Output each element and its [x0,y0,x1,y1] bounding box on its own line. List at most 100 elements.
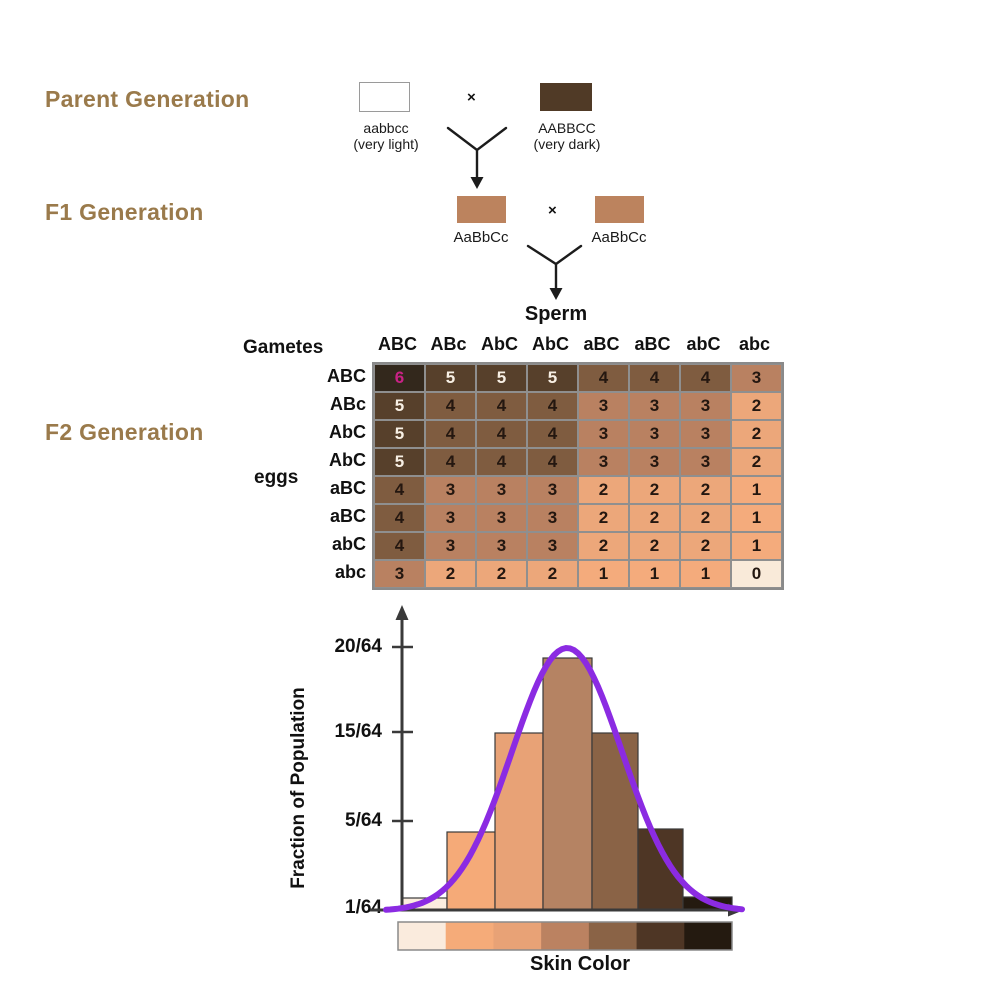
y-tick-label: 1/64 [345,897,382,918]
column-header: AbC [481,334,518,354]
punnett-cell: 3 [680,448,731,476]
punnett-cell: 3 [425,504,476,532]
x-axis-title: Skin Color [529,953,630,975]
punnett-cell: 2 [425,560,476,588]
punnett-cell: 4 [476,420,527,448]
punnett-cell: 3 [680,392,731,420]
column-header: aBC [583,334,620,354]
punnett-cell: 2 [731,392,782,420]
punnett-cell: 1 [731,504,782,532]
skin-color-swatch [398,922,447,950]
f1-generation-label: F1 Generation [45,199,204,225]
skin-color-swatch [636,922,685,950]
punnett-cell: 4 [680,364,731,392]
parent-cross-arrow [446,126,508,182]
y-axis-arrowhead-icon [395,605,409,620]
punnett-cell: 5 [374,420,425,448]
parent-light-caption: aabbcc (very light) [327,120,445,152]
punnett-cell: 2 [578,504,629,532]
punnett-cell: 6 [374,364,425,392]
row-header: aBC [329,478,366,498]
row-header: AbC [329,450,366,470]
punnett-cell: 2 [629,532,680,560]
punnett-cell: 2 [578,532,629,560]
punnett-cell: 1 [731,532,782,560]
row-header: aBC [329,506,366,526]
column-header: abc [738,334,771,354]
parent-dark-phenotype: (very dark) [533,136,601,152]
bar-20-64ths [542,657,593,911]
punnett-cell: 3 [578,448,629,476]
bar-1-64ths [682,896,733,911]
punnett-cell: 3 [629,392,680,420]
parent-arrowhead-icon [470,177,484,189]
f2-generation-label: F2 Generation [45,419,204,445]
punnett-cell: 2 [680,532,731,560]
f1-left-swatch [457,196,506,223]
punnett-cell: 4 [527,420,578,448]
punnett-cell: 4 [527,392,578,420]
histogram-bars [401,657,733,911]
y-axis-title: Fraction of Population [288,687,309,889]
row-header: ABC [327,366,366,386]
sperm-label: Sperm [524,303,588,325]
parent-generation-label: Parent Generation [45,86,250,112]
punnett-cell: 3 [476,504,527,532]
punnett-cell: 1 [629,560,680,588]
punnett-cell: 4 [374,504,425,532]
punnett-cell: 3 [527,476,578,504]
punnett-cell: 4 [425,420,476,448]
punnett-row-labels: ABC ABc AbC AbC aBC aBC abC abc [250,362,366,586]
f1-cross-arrow [526,244,583,293]
column-header: ABC [378,334,417,354]
skin-color-swatch [493,922,542,950]
punnett-cell: 1 [731,476,782,504]
punnett-cell: 2 [629,504,680,532]
punnett-cell: 1 [680,560,731,588]
y-tick-label: 5/64 [345,810,382,831]
parent-cross-symbol: × [467,89,476,106]
skin-color-swatch [445,922,494,950]
f1-right-swatch [595,196,644,223]
punnett-cell: 2 [731,448,782,476]
punnett-cell: 2 [680,504,731,532]
punnett-cell: 1 [578,560,629,588]
punnett-cell: 4 [425,392,476,420]
parent-dark-swatch [540,83,592,111]
skin-color-swatch [588,922,638,950]
gametes-label: Gametes [243,337,324,358]
parent-light-swatch [359,82,410,112]
punnett-cell: 3 [578,420,629,448]
bar-1-64ths [401,897,448,911]
parent-dark-genotype: AABBCC [538,120,596,136]
punnett-cell: 3 [476,532,527,560]
punnett-cell: 3 [629,420,680,448]
x-axis-arrowhead-icon [728,903,744,917]
bar-6-64ths [637,828,684,911]
y-axis-ticks [392,645,413,823]
parent-light-phenotype: (very light) [353,136,419,152]
punnett-cell: 4 [578,364,629,392]
eggs-label: eggs [254,467,299,488]
bar-15-64ths [494,732,544,911]
punnett-column-headers: ABC ABc AbC AbC aBC aBC abC abc [372,334,780,358]
punnett-cell: 2 [527,560,578,588]
punnett-cell: 3 [527,504,578,532]
punnett-cell: 2 [731,420,782,448]
punnett-cell: 0 [731,560,782,588]
normal-distribution-curve [383,644,745,913]
punnett-cell: 3 [578,392,629,420]
punnett-cell: 3 [680,420,731,448]
punnett-cell: 4 [476,392,527,420]
row-header: abc [334,562,366,582]
skin-color-gradient-strip [398,922,733,950]
punnett-cell: 3 [629,448,680,476]
f1-left-genotype: AaBbCc [453,229,509,246]
punnett-cell: 5 [476,364,527,392]
punnett-cell: 4 [476,448,527,476]
parent-light-genotype: aabbcc [363,120,409,136]
punnett-cell: 3 [425,476,476,504]
column-header: abC [686,334,721,354]
